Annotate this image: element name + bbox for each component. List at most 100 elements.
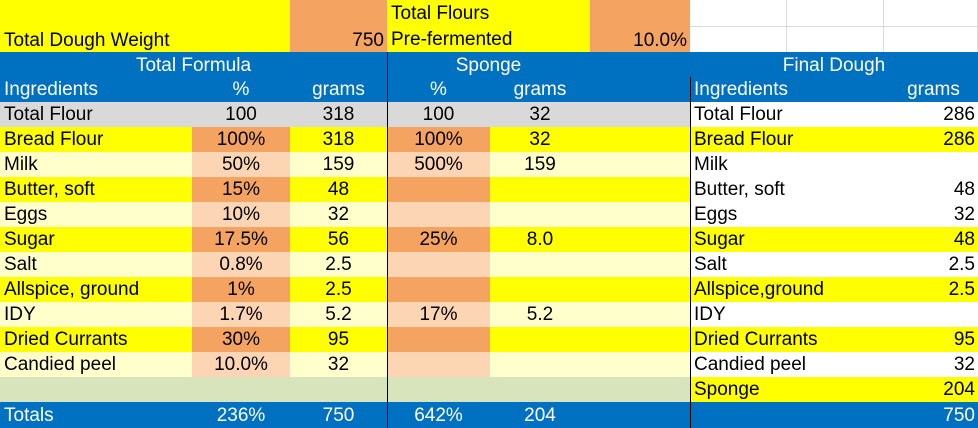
final-ingredient-name[interactable]: Candied peel (690, 352, 889, 377)
ingredient-grams[interactable]: 318 (290, 102, 387, 127)
spacer-cell[interactable] (590, 177, 690, 202)
spacer-cell[interactable] (590, 202, 690, 227)
totals-sponge-grams[interactable]: 204 (524, 404, 556, 426)
col-final-grams[interactable]: grams (907, 79, 960, 100)
sponge-grams[interactable]: 159 (490, 152, 590, 177)
spacer-cell[interactable] (590, 352, 690, 377)
final-ingredient-grams[interactable]: 286 (889, 102, 978, 127)
final-ingredient-grams[interactable]: 32 (889, 202, 978, 227)
ingredient-name[interactable]: Total Flour (0, 102, 192, 127)
sponge-percent[interactable] (387, 327, 490, 352)
final-ingredient-grams[interactable] (889, 152, 978, 177)
section-total-formula[interactable]: Total Formula (135, 54, 252, 76)
ingredient-name[interactable]: IDY (0, 302, 192, 327)
ingredient-percent[interactable]: 50% (192, 152, 290, 177)
spacer-cell[interactable] (590, 152, 690, 177)
spacer-cell[interactable] (590, 302, 690, 327)
sponge-percent[interactable] (387, 252, 490, 277)
final-ingredient-name[interactable]: Salt (690, 252, 889, 277)
sponge-grams[interactable] (490, 202, 590, 227)
ingredient-percent[interactable]: 1.7% (192, 302, 290, 327)
sponge-grams[interactable] (490, 327, 590, 352)
prefermented-value[interactable]: 10.0% (590, 0, 690, 52)
col-final-ingredients[interactable]: Ingredients (694, 79, 789, 100)
sponge-grams[interactable]: 32 (490, 102, 590, 127)
totals-label[interactable]: Totals (4, 404, 54, 426)
final-ingredient-name[interactable]: Sugar (690, 227, 889, 252)
total-dough-weight-label[interactable]: Total Dough Weight (0, 0, 290, 52)
ingredient-percent[interactable] (192, 377, 290, 402)
sponge-grams[interactable] (490, 277, 590, 302)
final-ingredient-grams[interactable] (889, 302, 978, 327)
spacer-cell[interactable] (590, 252, 690, 277)
final-ingredient-name[interactable]: Milk (690, 152, 889, 177)
col-sponge-grams[interactable]: grams (513, 79, 567, 100)
ingredient-grams[interactable]: 318 (290, 127, 387, 152)
sponge-percent[interactable] (387, 177, 490, 202)
sponge-percent[interactable]: 100% (387, 127, 490, 152)
ingredient-name[interactable]: Dried Currants (0, 327, 192, 352)
sponge-percent[interactable] (387, 377, 490, 402)
spacer-cell[interactable] (590, 227, 690, 252)
sponge-grams[interactable]: 32 (490, 127, 590, 152)
ingredient-grams[interactable]: 32 (290, 202, 387, 227)
ingredient-name[interactable]: Butter, soft (0, 177, 192, 202)
final-ingredient-name[interactable]: Butter, soft (690, 177, 889, 202)
ingredient-percent[interactable]: 30% (192, 327, 290, 352)
sponge-percent[interactable] (387, 202, 490, 227)
final-ingredient-name[interactable]: Eggs (690, 202, 889, 227)
ingredient-grams[interactable]: 95 (290, 327, 387, 352)
ingredient-percent[interactable]: 100% (192, 127, 290, 152)
ingredient-name[interactable]: Eggs (0, 202, 192, 227)
ingredient-percent[interactable]: 1% (192, 277, 290, 302)
totals-sponge-percent[interactable]: 642% (414, 404, 463, 426)
ingredient-grams[interactable]: 48 (290, 177, 387, 202)
ingredient-grams[interactable]: 2.5 (290, 252, 387, 277)
ingredient-grams[interactable]: 32 (290, 352, 387, 377)
final-ingredient-name[interactable]: Total Flour (690, 102, 889, 127)
ingredient-percent[interactable]: 0.8% (192, 252, 290, 277)
ingredient-grams[interactable]: 159 (290, 152, 387, 177)
final-ingredient-grams[interactable]: 95 (889, 327, 978, 352)
ingredient-percent[interactable]: 10.0% (192, 352, 290, 377)
ingredient-name[interactable]: Allspice, ground (0, 277, 192, 302)
ingredient-percent[interactable]: 100 (192, 102, 290, 127)
spacer-cell[interactable] (590, 102, 690, 127)
spacer-cell[interactable] (590, 327, 690, 352)
ingredient-percent[interactable]: 15% (192, 177, 290, 202)
sponge-grams[interactable] (490, 252, 590, 277)
ingredient-grams[interactable]: 5.2 (290, 302, 387, 327)
sponge-grams[interactable]: 5.2 (490, 302, 590, 327)
ingredient-name[interactable]: Milk (0, 152, 192, 177)
ingredient-name[interactable] (0, 377, 192, 402)
final-ingredient-grams[interactable]: 204 (889, 377, 978, 402)
totals-grams[interactable]: 750 (322, 404, 355, 426)
sponge-percent[interactable]: 500% (387, 152, 490, 177)
ingredient-name[interactable]: Sugar (0, 227, 192, 252)
ingredient-name[interactable]: Salt (0, 252, 192, 277)
final-ingredient-grams[interactable]: 48 (889, 177, 978, 202)
final-ingredient-grams[interactable]: 48 (889, 227, 978, 252)
sponge-grams[interactable]: 8.0 (490, 227, 590, 252)
sponge-grams[interactable] (490, 177, 590, 202)
ingredient-name[interactable]: Bread Flour (0, 127, 192, 152)
sponge-percent[interactable]: 17% (387, 302, 490, 327)
sponge-percent[interactable]: 100 (387, 102, 490, 127)
sponge-grams[interactable] (490, 377, 590, 402)
ingredient-grams[interactable]: 2.5 (290, 277, 387, 302)
final-ingredient-grams[interactable]: 2.5 (889, 277, 978, 302)
col-percent[interactable]: % (232, 79, 250, 100)
ingredient-grams[interactable]: 56 (290, 227, 387, 252)
final-ingredient-grams[interactable]: 286 (889, 127, 978, 152)
sponge-percent[interactable]: 25% (387, 227, 490, 252)
ingredient-grams[interactable] (290, 377, 387, 402)
section-sponge[interactable]: Sponge (455, 54, 522, 76)
totals-final-grams[interactable]: 750 (943, 404, 975, 426)
total-dough-weight-value[interactable]: 750 (290, 0, 387, 52)
prefermented-label[interactable]: Pre-fermented (387, 27, 590, 52)
final-ingredient-grams[interactable]: 2.5 (889, 252, 978, 277)
total-flours-label[interactable]: Total Flours (387, 0, 590, 27)
ingredient-percent[interactable]: 10% (192, 202, 290, 227)
final-ingredient-name[interactable]: Dried Currants (690, 327, 889, 352)
col-sponge-percent[interactable]: % (430, 79, 447, 100)
